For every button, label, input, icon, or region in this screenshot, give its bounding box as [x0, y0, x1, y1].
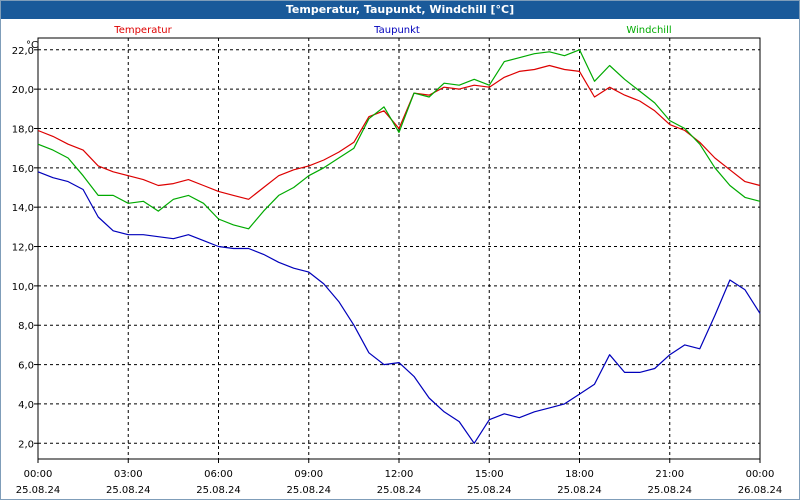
legend-entry-taupunkt: Taupunkt	[373, 25, 420, 36]
y-tick-label: 6,0	[18, 361, 34, 372]
x-tick-date-label: 25.08.24	[647, 485, 692, 496]
x-tick-date-label: 25.08.24	[196, 485, 241, 496]
series-line-windchill	[37, 49, 761, 230]
x-tick-time-label: 12:00	[385, 469, 414, 480]
x-tick-date-label: 25.08.24	[106, 485, 151, 496]
y-tick-label: 20,0	[12, 85, 34, 96]
x-tick-date-label: 26.08.24	[738, 485, 783, 496]
x-tick-time-label: 03:00	[114, 469, 143, 480]
y-tick-label: 2,0	[18, 439, 34, 450]
window-title: Temperatur, Taupunkt, Windchill [°C]	[1, 1, 799, 19]
x-tick-time-label: 21:00	[655, 469, 684, 480]
y-tick-label: 10,0	[12, 282, 34, 293]
x-tick-time-label: 18:00	[565, 469, 594, 480]
x-tick-time-label: 00:00	[746, 469, 775, 480]
x-tick-date-label: 25.08.24	[467, 485, 512, 496]
legend: Temperatur Taupunkt Windchill	[113, 25, 671, 36]
legend-entry-temperatur: Temperatur	[113, 25, 172, 36]
y-tick-label: 4,0	[18, 400, 34, 411]
y-tick-label: 8,0	[18, 321, 34, 332]
axis-ticks	[34, 49, 761, 463]
series-line-taupunkt	[37, 171, 761, 444]
y-tick-label: 22,0	[12, 46, 34, 57]
x-tick-date-label: 25.08.24	[286, 485, 331, 496]
x-tick-time-label: 09:00	[294, 469, 323, 480]
y-tick-label: 14,0	[12, 203, 34, 214]
y-tick-label: 18,0	[12, 124, 34, 135]
y-tick-label: 16,0	[12, 164, 34, 175]
x-tick-date-label: 25.08.24	[377, 485, 422, 496]
series-layer	[37, 49, 761, 444]
grid	[38, 38, 760, 459]
y-axis-label: °C	[26, 40, 38, 51]
x-tick-time-label: 15:00	[475, 469, 504, 480]
x-tick-date-label: 25.08.24	[557, 485, 602, 496]
x-tick-time-label: 06:00	[204, 469, 233, 480]
x-tick-date-label: 25.08.24	[16, 485, 61, 496]
y-tick-label: 12,0	[12, 243, 34, 254]
legend-entry-windchill: Windchill	[626, 25, 671, 36]
x-tick-time-label: 00:00	[24, 469, 53, 480]
series-line-temperatur	[37, 64, 761, 200]
axis-labels: 2,0 4,0 6,0 8,0 10,0 12,0 14,0 16,0 18,0 20,0 22,0…	[12, 40, 783, 496]
